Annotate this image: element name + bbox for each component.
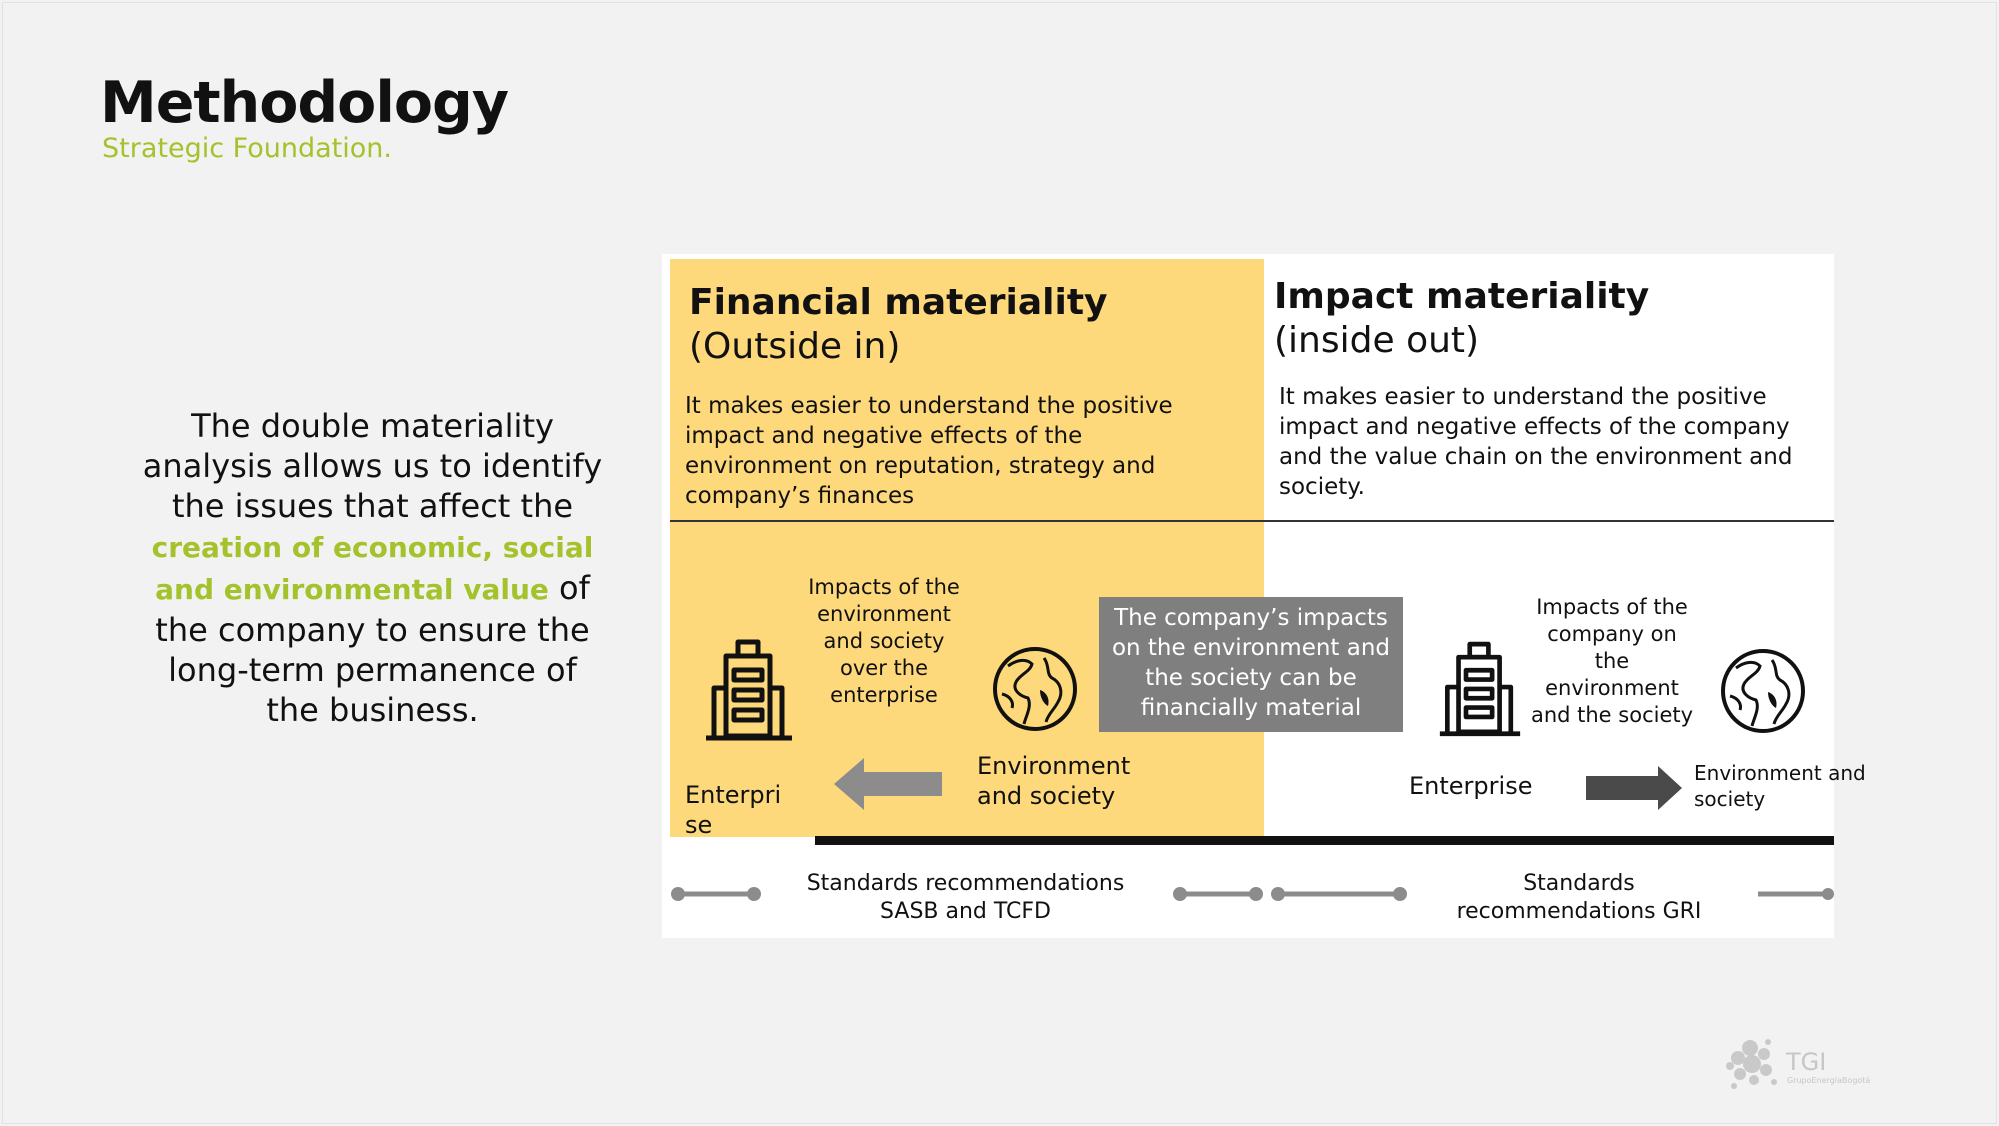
page-title: Methodology bbox=[100, 70, 509, 136]
intro-text: The double materiality analysis allows u… bbox=[140, 406, 605, 730]
page-subtitle: Strategic Foundation. bbox=[102, 133, 392, 164]
intro-text-after: of the company to ensure the long-term p… bbox=[155, 569, 590, 729]
impact-enterprise-label: Enterprise bbox=[1409, 772, 1533, 800]
financial-description: It makes easier to understand the positi… bbox=[685, 393, 1173, 509]
materiality-callout: The company’s impacts on the environment… bbox=[1099, 597, 1403, 732]
intro-highlight: creation of economic, social and environ… bbox=[151, 531, 594, 606]
left-arrow-icon bbox=[834, 758, 942, 810]
financial-header-bg bbox=[670, 259, 1264, 522]
financial-enterprise-label: Enterprise bbox=[685, 781, 782, 839]
impact-environment-label: Environment and society bbox=[1694, 761, 1866, 811]
logo-name: TGI bbox=[1786, 1048, 1827, 1076]
connector-line-icon bbox=[1758, 888, 1834, 900]
impact-title: Impact materiality bbox=[1274, 276, 1650, 317]
financial-flow-label: Impacts of the environment and society o… bbox=[808, 575, 960, 707]
globe-icon bbox=[993, 647, 1077, 731]
impact-subtitle: (inside out) bbox=[1274, 320, 1480, 361]
globe-icon bbox=[1721, 649, 1805, 733]
financial-subtitle: (Outside in) bbox=[689, 326, 901, 367]
intro-text-before: The double materiality analysis allows u… bbox=[142, 407, 603, 525]
connector-line-icon bbox=[671, 887, 761, 901]
building-icon bbox=[1439, 641, 1521, 737]
section-divider bbox=[670, 520, 1834, 522]
right-arrow-icon bbox=[1586, 766, 1682, 810]
impact-standards: Standards recommendations GRI bbox=[1456, 871, 1702, 924]
impact-description: It makes easier to understand the positi… bbox=[1279, 384, 1793, 500]
logo-tagline: GrupoEnergíaBogotá bbox=[1787, 1076, 1871, 1085]
diagram-baseline bbox=[815, 836, 1834, 845]
impact-flow-label: Impacts of the company on the environmen… bbox=[1530, 595, 1694, 727]
connector-line-icon bbox=[1173, 887, 1407, 901]
tgi-logo-icon bbox=[1726, 1039, 1777, 1089]
financial-title: Financial materiality bbox=[689, 282, 1108, 323]
building-icon bbox=[706, 639, 792, 741]
financial-standards: Standards recommendations SASB and TCFD bbox=[806, 871, 1125, 924]
financial-environment-label: Environment and society bbox=[977, 752, 1131, 810]
